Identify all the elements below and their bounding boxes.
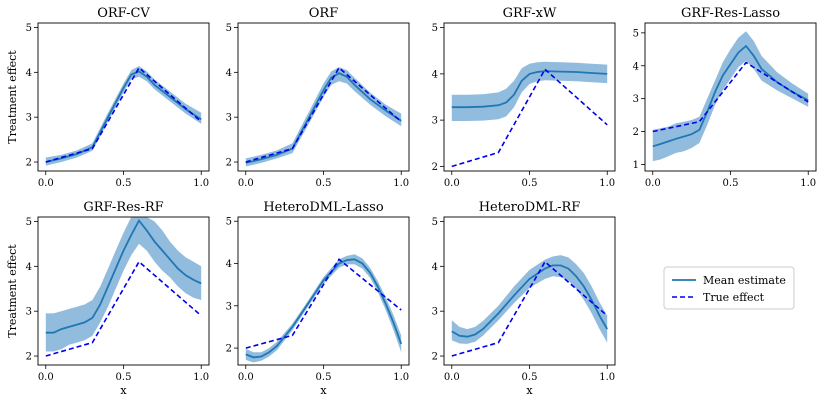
y-tick-label: 3 (432, 307, 438, 318)
legend-true-label: True effect (703, 291, 765, 304)
x-tick-label: 1.0 (800, 178, 816, 189)
y-tick-label: 5 (432, 23, 438, 34)
y-tick-label: 3 (226, 301, 232, 312)
y-tick-label: 2 (226, 344, 232, 355)
y-tick-label: 4 (432, 69, 438, 80)
mean-estimate-line (245, 72, 402, 164)
y-tick-label: 2 (226, 158, 232, 169)
x-tick-label: 0.0 (238, 372, 254, 383)
panel-title: HeteroDML-Lasso (263, 200, 383, 215)
y-tick-label: 5 (226, 217, 232, 228)
x-tick-label: 0.5 (116, 372, 132, 383)
y-tick-label: 2 (432, 162, 438, 173)
x-axis-label: x (320, 384, 327, 397)
x-tick-label: 1.0 (393, 372, 409, 383)
panel-3: 0.0 0.5 1.0 2 3 4 5 GRF-xW (432, 6, 616, 189)
y-tick-label: 5 (26, 217, 32, 228)
x-tick-label: 0.5 (522, 372, 538, 383)
mean-estimate-line (451, 264, 608, 338)
y-tick-label: 4 (26, 262, 32, 273)
confidence-band (652, 31, 809, 162)
legend-box (663, 266, 795, 310)
confidence-band (451, 255, 608, 344)
y-tick-label: 2 (633, 127, 639, 138)
y-tick-label: 5 (26, 23, 32, 34)
y-tick-label: 4 (633, 61, 639, 72)
true-effect-line (245, 258, 402, 349)
x-tick-label: 0.5 (116, 178, 132, 189)
confidence-band (245, 67, 402, 167)
x-tick-label: 1.0 (599, 372, 615, 383)
true-effect-line (245, 66, 402, 163)
y-tick-label: 5 (432, 217, 438, 228)
confidence-band (451, 61, 608, 121)
legend: Mean estimate True effect (663, 266, 795, 310)
y-tick-label: 4 (26, 68, 32, 79)
x-tick-label: 0.5 (316, 178, 332, 189)
mean-estimate-line (45, 218, 202, 334)
mean-estimate-line (451, 70, 608, 109)
mean-estimate-line (245, 258, 403, 359)
y-tick-label: 3 (26, 113, 32, 124)
y-axis-label: Treatment effect (6, 50, 19, 144)
panel-5: 0.0 0.5 1.0 2 3 4 5 GRF-Res-RF Treatment effect x (6, 200, 210, 397)
y-tick-label: 2 (432, 352, 438, 363)
y-tick-label: 3 (26, 307, 32, 318)
true-effect-line (45, 66, 202, 163)
true-effect-line (451, 68, 608, 168)
panel-2: 0.0 0.5 1.0 2 3 4 5 ORF (226, 6, 410, 189)
panel-7: 0.0 0.5 1.0 2 3 4 5 HeteroDML-RF x (432, 200, 616, 397)
y-tick-label: 5 (633, 28, 639, 39)
y-axis-label: Treatment effect (6, 244, 19, 338)
mean-estimate-line (45, 70, 202, 163)
x-tick-label: 1.0 (193, 372, 209, 383)
panel-title: ORF (309, 6, 338, 21)
panel-1: 0.0 0.5 1.0 2 3 4 5 ORF-CV Treatment effect (6, 6, 210, 189)
x-tick-label: 0.5 (316, 372, 332, 383)
mean-estimate-line (652, 44, 809, 148)
x-tick-label: 1.0 (193, 178, 209, 189)
panel-title: GRF-xW (503, 6, 557, 21)
x-tick-label: 0.0 (38, 178, 54, 189)
x-tick-label: 0.0 (645, 178, 661, 189)
panel-title: GRF-Res-Lasso (681, 6, 780, 21)
y-tick-label: 2 (26, 352, 32, 363)
x-tick-label: 0.0 (444, 372, 460, 383)
x-tick-label: 0.0 (238, 178, 254, 189)
true-effect-line (45, 260, 202, 357)
confidence-band (45, 66, 202, 166)
x-tick-label: 0.5 (522, 178, 538, 189)
true-effect-line (451, 260, 608, 357)
panel-title: ORF-CV (97, 6, 150, 21)
confidence-band (245, 254, 402, 363)
axes-frame (37, 22, 210, 172)
y-tick-label: 4 (226, 68, 232, 79)
x-tick-label: 0.0 (38, 372, 54, 383)
y-tick-label: 3 (633, 94, 639, 105)
x-tick-label: 0.5 (723, 178, 739, 189)
y-tick-label: 5 (226, 23, 232, 34)
confidence-band (45, 217, 202, 352)
x-tick-label: 0.0 (444, 178, 460, 189)
x-axis-label: x (526, 384, 533, 397)
panel-title: HeteroDML-RF (479, 200, 581, 215)
legend-mean-label: Mean estimate (703, 274, 786, 287)
x-tick-label: 1.0 (393, 178, 409, 189)
y-tick-label: 3 (432, 116, 438, 127)
panel-6: 0.0 0.5 1.0 2 3 4 5 HeteroDML-Lasso x (226, 200, 410, 397)
panel-4: 0.0 0.5 1.0 1 2 3 4 5 GRF-Res-Lasso (633, 6, 817, 189)
y-tick-label: 2 (26, 158, 32, 169)
y-tick-label: 4 (432, 262, 438, 273)
y-tick-label: 4 (226, 259, 232, 270)
panel-title: GRF-Res-RF (83, 200, 163, 215)
x-tick-label: 1.0 (599, 178, 615, 189)
x-axis-label: x (120, 384, 127, 397)
y-tick-label: 1 (633, 160, 639, 171)
y-tick-label: 3 (226, 113, 232, 124)
